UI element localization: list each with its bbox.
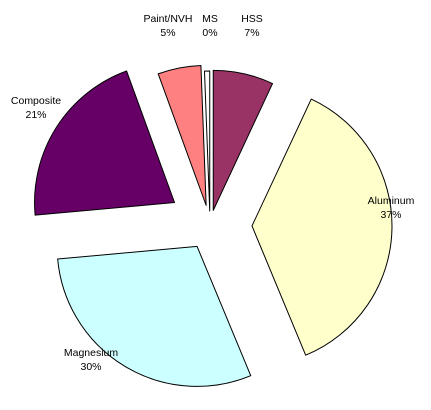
- slice-label-composite: Composite 21%: [11, 95, 61, 121]
- pie-labels: HSS 7% Aluminum 37% Magnesium 30% Composite 21%…: [11, 13, 415, 373]
- pie-slice-paint-nvh: [157, 64, 207, 206]
- pie-slice-aluminum: [251, 98, 393, 356]
- slice-label-paint-nvh: Paint/NVH 5%: [143, 13, 192, 39]
- slice-percent: 7%: [244, 27, 259, 39]
- pie-slice-ms: [203, 70, 211, 212]
- slice-label-ms: MS 0%: [202, 13, 218, 39]
- pie-slices: [34, 64, 393, 387]
- slice-percent: 30%: [80, 361, 101, 373]
- pie-slice-composite: [34, 70, 176, 216]
- slice-label-hss: HSS 7%: [241, 13, 263, 39]
- pie-slice-hss: [212, 69, 274, 211]
- slice-label-aluminum: Aluminum 37%: [368, 195, 415, 221]
- slice-percent: 21%: [25, 109, 46, 121]
- slice-name: MS: [202, 13, 218, 25]
- slice-percent: 0%: [202, 27, 217, 39]
- slice-label-magnesium: Magnesium 30%: [64, 347, 119, 373]
- pie-slice-magnesium: [57, 245, 252, 387]
- slice-percent: 37%: [380, 209, 401, 221]
- slice-name: Paint/NVH: [143, 13, 192, 25]
- slice-name: Magnesium: [64, 347, 119, 359]
- slice-percent: 5%: [160, 27, 175, 39]
- slice-name: HSS: [241, 13, 263, 25]
- slice-name: Aluminum: [368, 195, 415, 207]
- slice-name: Composite: [11, 95, 61, 107]
